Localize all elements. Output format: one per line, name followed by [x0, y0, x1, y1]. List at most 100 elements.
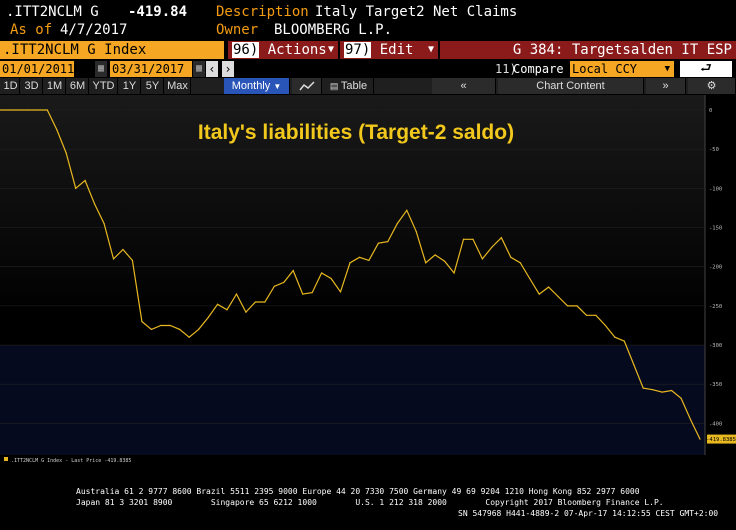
data-point [415, 230, 417, 233]
table-button[interactable]: ▤ Table [324, 78, 374, 94]
tab-period-3d[interactable]: 3D [21, 78, 43, 94]
security-header: .ITT2NCLM G -419.84 Description Italy Ta… [0, 0, 736, 40]
tab-period-ytd[interactable]: YTD [90, 78, 118, 94]
y-axis-panel [705, 95, 736, 468]
start-date-input[interactable]: 01/01/2011 [0, 61, 75, 77]
data-point [179, 328, 181, 330]
legend-entry: .ITT2NCLM G Index - Last Price -419.8385 [11, 458, 131, 464]
calendar-icon[interactable]: ▦ [193, 61, 205, 77]
compare-label[interactable]: Compare [513, 62, 564, 76]
data-point [377, 242, 379, 244]
data-point [689, 418, 692, 421]
chart-content-label: Chart Content [536, 80, 605, 92]
data-point [188, 336, 190, 338]
data-point [633, 364, 635, 366]
chart-content-button[interactable]: Chart Content [498, 78, 644, 94]
data-point [160, 324, 162, 327]
actions-button[interactable]: 96) Actions ▼ [228, 41, 338, 59]
owner-label: Owner [216, 22, 259, 38]
scroll-right-button[interactable]: › [222, 61, 234, 77]
tab-period-5y[interactable]: 5Y [142, 78, 164, 94]
tab-period-1y[interactable]: 1Y [119, 78, 141, 94]
data-point [425, 262, 427, 264]
data-point [93, 203, 96, 205]
asof-value: 4/7/2017 [60, 22, 128, 38]
tab-period-max[interactable]: Max [165, 78, 191, 94]
data-point [103, 223, 105, 225]
tab-period-1m[interactable]: 1M [44, 78, 66, 94]
actions-number: 96) [232, 42, 260, 58]
calendar-icon[interactable]: ▦ [95, 61, 107, 77]
data-point [491, 246, 493, 248]
chevron-down-icon: ▼ [273, 82, 282, 91]
data-point [226, 309, 228, 311]
data-point [406, 209, 408, 211]
edit-number: 97) [344, 42, 372, 58]
y-tick-label: -150 [709, 226, 722, 232]
data-point [500, 237, 502, 239]
data-point [557, 295, 559, 298]
footer: Australia 61 2 9777 8600 Brazil 5511 239… [0, 482, 736, 530]
footer-contacts-line1: Australia 61 2 9777 8600 Brazil 5511 239… [76, 487, 640, 496]
data-point [56, 128, 58, 131]
actions-label: Actions [267, 42, 327, 58]
data-point [8, 109, 11, 111]
plot-lower-panel [0, 345, 705, 455]
y-tick-label: -250 [709, 304, 722, 310]
tab-period-6m[interactable]: 6M [67, 78, 89, 94]
line-chart: 0-50-100-150-200-250-300-350-400 MarJunS… [0, 95, 736, 468]
data-point [462, 238, 465, 240]
data-point [65, 152, 67, 154]
data-point [585, 314, 588, 316]
data-point [283, 281, 285, 283]
frequency-select[interactable]: Monthly ▼ [224, 78, 290, 94]
data-point [548, 286, 550, 288]
edit-button[interactable]: 97) Edit ▼ [340, 41, 438, 59]
scroll-left-button[interactable]: ‹ [206, 61, 218, 77]
data-point [84, 179, 86, 182]
data-point [661, 391, 663, 393]
data-point [245, 311, 247, 313]
data-point [339, 291, 342, 293]
data-point [510, 256, 512, 258]
currency-select[interactable]: Local CCY ▼ [570, 61, 674, 77]
data-point [652, 389, 654, 391]
y-tick-label: -300 [709, 343, 722, 349]
y-tick-label: -400 [709, 421, 722, 427]
data-point [37, 109, 39, 111]
data-point [595, 314, 597, 316]
data-point [529, 277, 531, 280]
back-button[interactable]: ⮐ [680, 61, 732, 77]
collapse-left-button[interactable]: « [432, 78, 496, 94]
compare-number: 11) [495, 62, 517, 76]
y-tick-label: -50 [709, 147, 719, 153]
footer-session-info: SN 547968 H441-4889-2 07-Apr-17 14:12:55… [458, 509, 719, 518]
data-point [358, 256, 361, 258]
data-point [292, 270, 294, 272]
end-date-input[interactable]: 03/31/2017 [110, 61, 192, 77]
currency-value: Local CCY [572, 62, 638, 76]
data-point [302, 293, 304, 295]
frequency-value: Monthly [231, 80, 271, 92]
table-icon: ▤ [329, 81, 341, 91]
data-point [141, 320, 143, 323]
ticker-label: .ITT2NCLM G [6, 4, 99, 20]
data-point [122, 248, 124, 251]
data-point [481, 258, 484, 260]
data-point [321, 272, 323, 274]
tab-period-1d[interactable]: 1D [2, 78, 20, 94]
line-chart-icon[interactable] [292, 78, 322, 94]
data-point [27, 109, 29, 111]
security-field[interactable]: .ITT2NCLM G Index [0, 41, 224, 59]
chevron-down-icon: ▼ [427, 44, 434, 55]
y-tick-label: 0 [709, 108, 712, 114]
data-point [131, 259, 134, 262]
gear-icon[interactable]: ⚙ [688, 78, 736, 94]
data-point [642, 387, 644, 389]
data-point [434, 254, 436, 256]
last-value-label: -419.8385 [706, 437, 736, 443]
y-tick-label: -100 [709, 186, 722, 192]
data-point [311, 291, 313, 294]
collapse-right-button[interactable]: » [646, 78, 686, 94]
data-point [150, 328, 152, 330]
